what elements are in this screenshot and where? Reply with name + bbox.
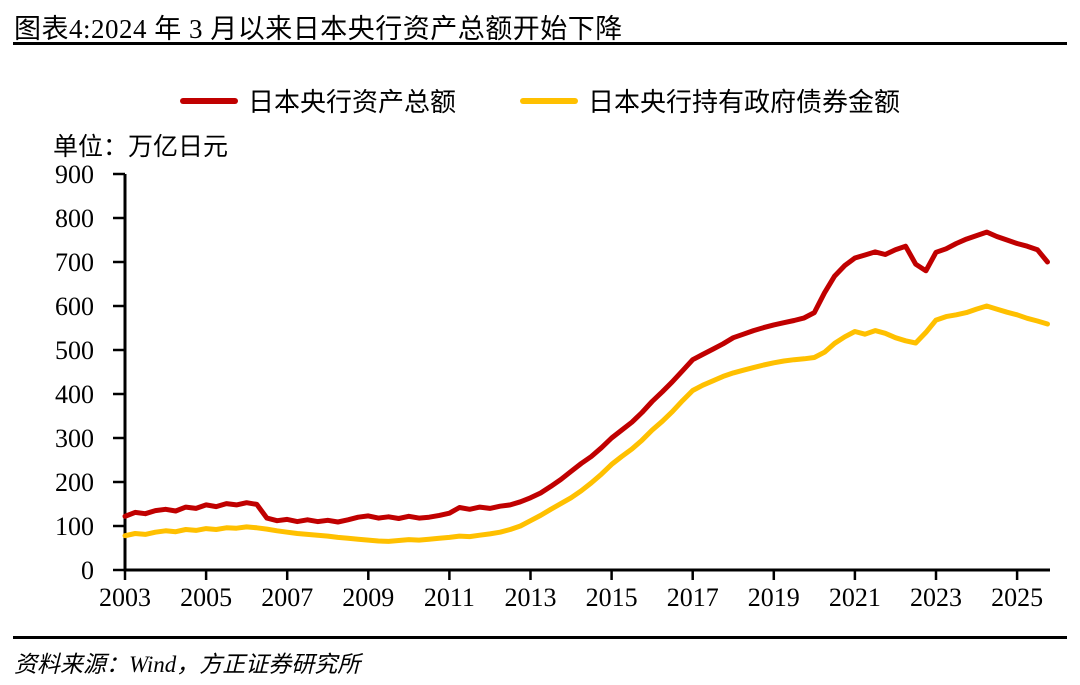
y-tick-label: 600 xyxy=(55,292,94,321)
x-tick-label: 2025 xyxy=(991,583,1043,612)
legend-swatch-jgb-holdings xyxy=(520,97,578,104)
y-tick-label: 800 xyxy=(55,204,94,233)
title-rule xyxy=(13,42,1067,45)
source-rule xyxy=(13,636,1067,639)
x-tick-label: 2005 xyxy=(180,583,232,612)
y-tick-label: 300 xyxy=(55,424,94,453)
x-tick-label: 2015 xyxy=(586,583,638,612)
x-tick-label: 2017 xyxy=(667,583,719,612)
x-tick-label: 2023 xyxy=(910,583,962,612)
y-tick-label: 400 xyxy=(55,380,94,409)
figure-title: 图表4:2024 年 3 月以来日本央行资产总额开始下降 xyxy=(14,14,623,44)
x-tick-label: 2003 xyxy=(99,583,151,612)
x-tick-label: 2009 xyxy=(342,583,394,612)
legend-swatch-total-assets xyxy=(179,97,238,104)
y-tick-label: 200 xyxy=(55,468,94,497)
x-tick-label: 2019 xyxy=(748,583,800,612)
legend-label-jgb-holdings: 日本央行持有政府债券金额 xyxy=(588,88,901,117)
x-tick-label: 2007 xyxy=(261,583,313,612)
x-tick-label: 2021 xyxy=(829,583,881,612)
legend-item-total-assets: 日本央行资产总额 xyxy=(179,82,456,119)
x-tick-label: 2013 xyxy=(505,583,557,612)
legend-item-jgb-holdings: 日本央行持有政府债券金额 xyxy=(520,82,900,119)
series-line-1 xyxy=(122,303,1050,544)
chart-legend: 日本央行资产总额 日本央行持有政府债券金额 xyxy=(0,82,1080,119)
y-tick-label: 500 xyxy=(55,336,94,365)
legend-label-total-assets: 日本央行资产总额 xyxy=(247,88,456,117)
y-tick-label: 0 xyxy=(81,556,94,585)
source-note: 资料来源：Wind，方正证券研究所 xyxy=(14,652,361,677)
unit-label: 单位：万亿日元 xyxy=(53,134,229,161)
series-line-0 xyxy=(122,229,1050,525)
x-tick-label: 2011 xyxy=(424,583,475,612)
y-tick-label: 700 xyxy=(55,248,94,277)
y-tick-label: 100 xyxy=(55,512,94,541)
y-tick-label: 900 xyxy=(55,160,94,189)
